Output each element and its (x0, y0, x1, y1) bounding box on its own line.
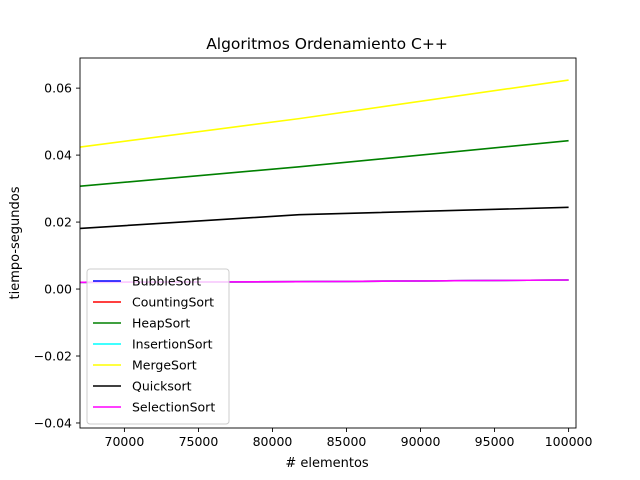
legend-label: SelectionSort (132, 400, 215, 415)
legend-box (86, 268, 230, 425)
chart-title: Algoritmos Ordenamiento C++ (206, 35, 448, 53)
y-tick-label: 0.06 (44, 81, 72, 96)
y-tick-label: 0.00 (44, 282, 72, 297)
legend-label: InsertionSort (132, 337, 213, 352)
x-tick-label: 95000 (475, 434, 515, 449)
x-tick-label: 90000 (401, 434, 441, 449)
series-line-heapsort (80, 139, 569, 188)
legend-label: MergeSort (132, 358, 197, 373)
legend: BubbleSort CountingSort HeapSort InsertionS… (86, 268, 230, 425)
x-tick-label: 100000 (545, 434, 593, 449)
legend-label: Quicksort (132, 379, 192, 394)
x-tick-label: 75000 (179, 434, 219, 449)
legend-label: HeapSort (132, 316, 190, 331)
y-tick-label: −0.02 (34, 349, 72, 364)
y-axis-label: tiempo-segundos (8, 186, 23, 299)
series-lines (80, 79, 569, 284)
series-line-quicksort (80, 206, 569, 230)
legend-label: BubbleSort (132, 274, 201, 289)
y-tick-label: 0.04 (44, 148, 72, 163)
x-tick-label: 85000 (327, 434, 367, 449)
x-tick-label: 70000 (105, 434, 145, 449)
y-tick-label: 0.02 (44, 215, 72, 230)
axes-frame (79, 57, 577, 429)
x-axis-label: # elementos (285, 456, 369, 471)
y-tick-label: −0.04 (34, 415, 72, 430)
series-line-mergesort (80, 79, 569, 148)
legend-label: CountingSort (132, 295, 214, 310)
plot-area: 70000 75000 80000 85000 90000 95000 100000 −0.0… (34, 57, 593, 449)
x-tick-label: 80000 (253, 434, 293, 449)
